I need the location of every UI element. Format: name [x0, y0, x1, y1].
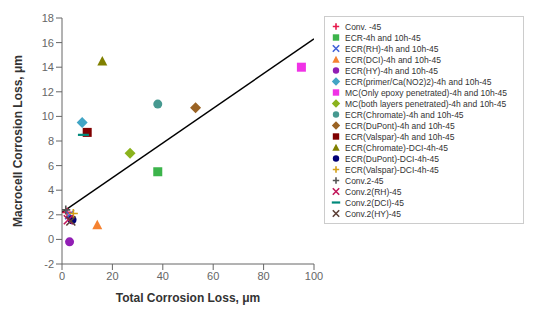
html-text:Conv. -45: Conv. -45 [345, 21, 382, 32]
html-text:ECR(primer/Ca(NO2)2)-4h and 10: ECR(primer/Ca(NO2)2)-4h and 10h-45 [345, 76, 492, 87]
svg-text:40: 40 [157, 270, 169, 282]
html-text:ECR(DCI)-4h and 10h-45: ECR(DCI)-4h and 10h-45 [345, 54, 441, 65]
svg-text:80: 80 [257, 270, 269, 282]
svg-text:14: 14 [42, 61, 54, 73]
svg-text:18: 18 [42, 12, 54, 24]
svg-text:60: 60 [207, 270, 219, 282]
html-text:ECR-4h and 10h-45: ECR-4h and 10h-45 [345, 32, 421, 43]
svg-text:10: 10 [42, 110, 54, 122]
svg-text:100: 100 [305, 270, 323, 282]
svg-text:0: 0 [59, 270, 65, 282]
svg-text:Total Corrosion Loss, μm: Total Corrosion Loss, μm [116, 291, 260, 305]
svg-text:-2: -2 [44, 258, 54, 270]
svg-text:12: 12 [42, 86, 54, 98]
html-text:Conv.2(HY)-45: Conv.2(HY)-45 [345, 208, 402, 219]
html-text:ECR(RH)-4h and 10h-45: ECR(RH)-4h and 10h-45 [345, 43, 439, 54]
html-text:ECR(DuPont)-DCI-4h-45: ECR(DuPont)-DCI-4h-45 [345, 153, 439, 164]
html-text:ECR(DuPont)-4h and 10h-45: ECR(DuPont)-4h and 10h-45 [345, 120, 455, 131]
html-text:ECR(Chromate)-4h and 10h-45: ECR(Chromate)-4h and 10h-45 [345, 109, 464, 120]
html-text:ECR(Valspar)-4h and 10h-45: ECR(Valspar)-4h and 10h-45 [345, 131, 455, 142]
html-text:MC(both layers penetrated)-4h: MC(both layers penetrated)-4h and 10h-45 [345, 98, 507, 109]
svg-text:2: 2 [48, 209, 54, 221]
html-text:Conv.2-45: Conv.2-45 [345, 175, 384, 186]
svg-text:6: 6 [48, 160, 54, 172]
svg-text:20: 20 [106, 270, 118, 282]
html-text:Conv.2(DCI)-45: Conv.2(DCI)-45 [345, 197, 404, 208]
html-text:MC(Only epoxy penetrated)-4h a: MC(Only epoxy penetrated)-4h and 10h-45 [345, 87, 508, 98]
svg-text:8: 8 [48, 135, 54, 147]
svg-text:4: 4 [48, 184, 54, 196]
svg-text:0: 0 [48, 233, 54, 245]
svg-text:Macrocell Corrosion Loss, μm: Macrocell Corrosion Loss, μm [11, 55, 25, 227]
html-text:ECR(Chromate)-DCI-4h-45: ECR(Chromate)-DCI-4h-45 [345, 142, 448, 153]
svg-text:16: 16 [42, 37, 54, 49]
html-text:ECR(Valspar)-DCI-4h-45: ECR(Valspar)-DCI-4h-45 [345, 164, 439, 175]
html-text:ECR(HY)-4h and 10h-45: ECR(HY)-4h and 10h-45 [345, 65, 439, 76]
html-text:Conv.2(RH)-45: Conv.2(RH)-45 [345, 186, 402, 197]
